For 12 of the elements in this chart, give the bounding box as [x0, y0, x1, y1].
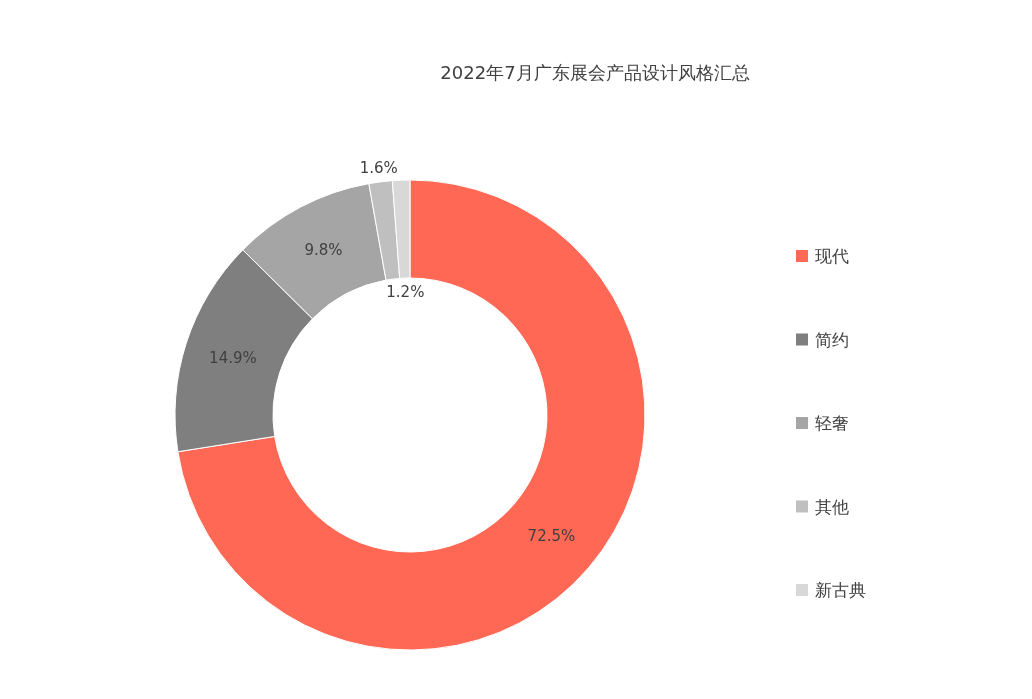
chart-title: 2022年7月广东展会产品设计风格汇总	[440, 62, 750, 83]
data-label: 72.5%	[527, 526, 576, 545]
legend-label: 现代	[815, 246, 849, 266]
data-label: 9.8%	[304, 241, 343, 260]
donut-slice	[177, 179, 646, 651]
data-label: 1.6%	[359, 158, 398, 177]
data-label: 14.9%	[209, 349, 257, 368]
legend-label: 简约	[815, 329, 849, 350]
legend-label: 新古典	[815, 580, 866, 600]
legend-label: 轻奢	[815, 413, 849, 433]
legend-label: 其他	[815, 496, 849, 517]
data-label: 1.2%	[386, 283, 425, 302]
